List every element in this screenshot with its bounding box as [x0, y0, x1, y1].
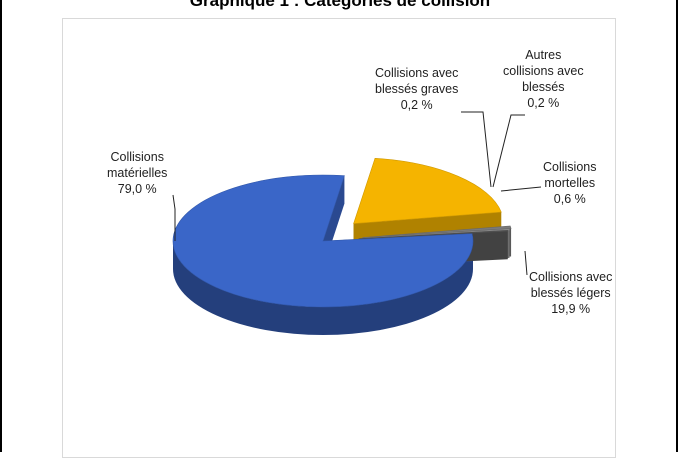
- pie-slice-collisions-avec-blesses-graves: [360, 228, 510, 239]
- label-line: blessés légers: [530, 286, 611, 300]
- leader-line: [172, 194, 176, 241]
- label-value: 0,2 %: [400, 98, 433, 112]
- label-line: Autres: [525, 48, 562, 62]
- label-autres-collisions: Autres collisions avec blessés 0,2 %: [503, 47, 584, 111]
- pie-chart: [172, 111, 542, 335]
- label-collisions-mortelles: Collisions mortelles 0,6 %: [543, 159, 597, 207]
- pie-slice-autres-collisions-avec-blesses: [358, 230, 509, 239]
- label-line: blessés graves: [375, 82, 459, 96]
- label-value: 0,2 %: [527, 96, 560, 110]
- leader-line: [500, 186, 542, 192]
- pie-slice-collisions-materielles: [172, 174, 474, 308]
- leader-line: [461, 111, 492, 188]
- label-line: Collisions avec: [529, 270, 613, 284]
- label-collisions-blesses-legers: Collisions avec blessés légers 19,9 %: [529, 269, 612, 317]
- leader-line: [524, 250, 528, 276]
- label-collisions-blesses-graves: Collisions avec blessés graves 0,2 %: [375, 65, 458, 113]
- label-collisions-materielles: Collisions matérielles 79,0 %: [107, 149, 167, 197]
- label-value: 79,0 %: [117, 182, 157, 196]
- chart-title: Graphique 1 : Catégories de collision: [189, 0, 491, 10]
- pie-slice-collisions-avec-blesses-legers: [353, 157, 502, 224]
- label-value: 0,6 %: [553, 192, 586, 206]
- label-line: matérielles: [107, 166, 168, 180]
- pie-slice-collisions-mortelles: [362, 225, 512, 238]
- label-line: blessés: [522, 80, 565, 94]
- pie-slice-side: [173, 241, 473, 335]
- leader-line: [492, 114, 525, 188]
- label-line: Collisions avec: [375, 66, 459, 80]
- label-value: 19,9 %: [551, 302, 591, 316]
- label-line: mortelles: [544, 176, 596, 190]
- label-line: Collisions: [110, 150, 164, 164]
- label-line: collisions avec: [503, 64, 584, 78]
- label-line: Collisions: [543, 160, 597, 174]
- chart-area: Collisions matérielles 79,0 % Collisions…: [62, 18, 616, 458]
